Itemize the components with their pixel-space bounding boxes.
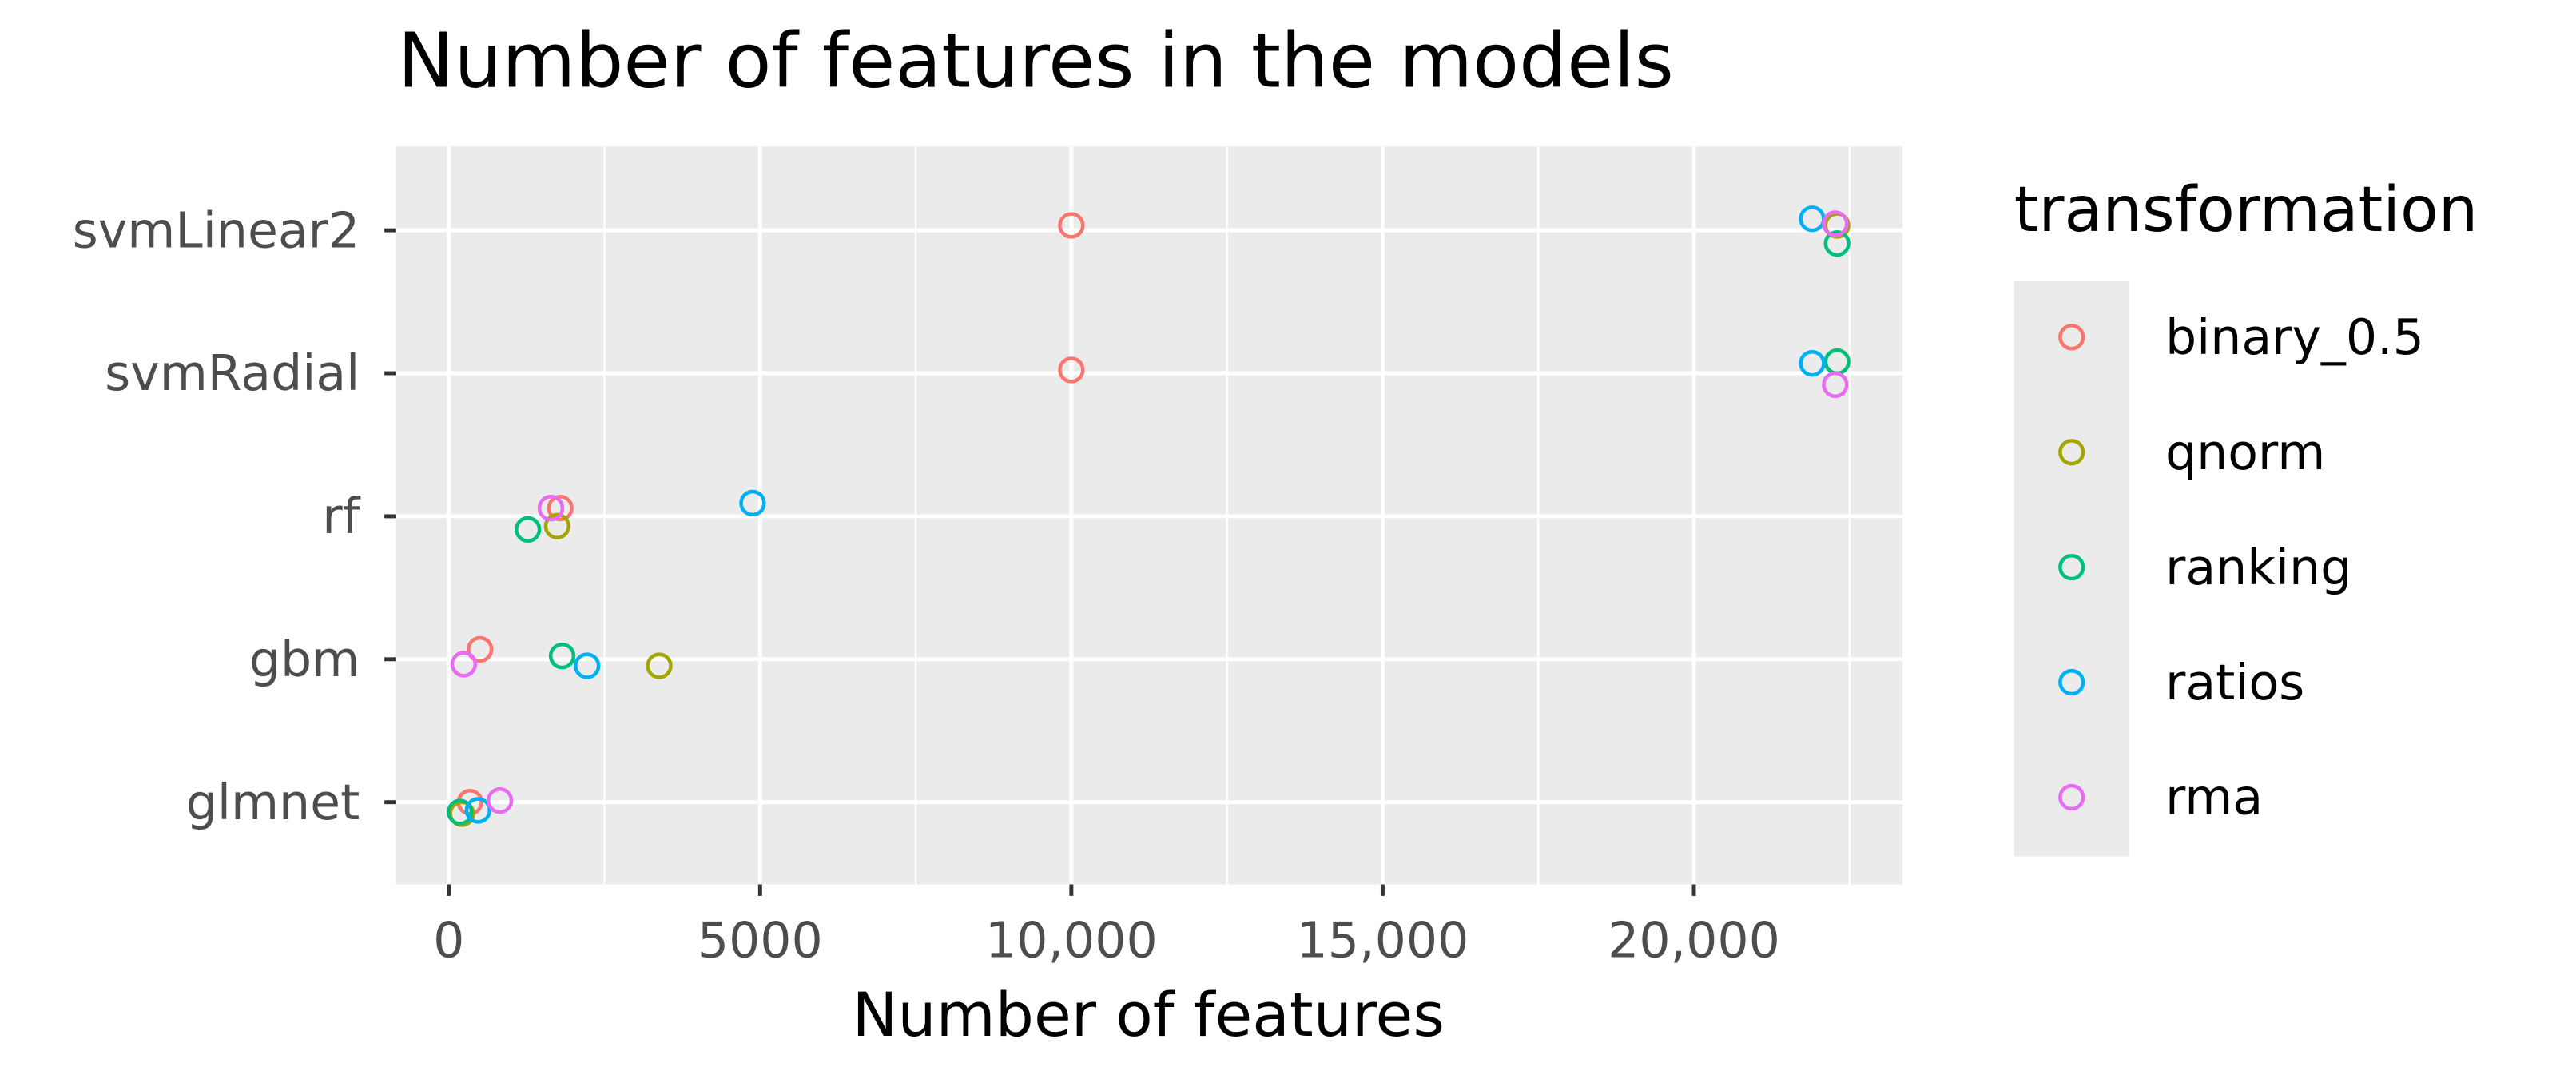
legend-key bbox=[2058, 439, 2085, 466]
y-tick-label: rf bbox=[322, 488, 360, 545]
x-tick-label: 15,000 bbox=[1297, 912, 1469, 969]
point bbox=[1058, 356, 1085, 384]
point bbox=[537, 494, 565, 522]
point bbox=[450, 651, 478, 678]
point bbox=[548, 643, 576, 670]
x-tick-label: 0 bbox=[433, 912, 464, 969]
legend-key bbox=[2058, 324, 2085, 351]
point bbox=[515, 516, 542, 543]
legend-key-bg bbox=[2013, 281, 2129, 857]
y-tick-label: svmLinear2 bbox=[73, 201, 360, 259]
legend-label: rma bbox=[2165, 769, 2263, 826]
legend-label: ratios bbox=[2165, 654, 2304, 711]
point bbox=[447, 798, 474, 826]
point bbox=[646, 652, 673, 679]
y-tick-label: svmRadial bbox=[105, 344, 360, 402]
point bbox=[467, 635, 494, 663]
legend-label: ranking bbox=[2165, 539, 2351, 596]
point bbox=[486, 786, 514, 814]
point bbox=[1823, 229, 1851, 257]
point bbox=[574, 652, 601, 679]
y-tick-label: glmnet bbox=[186, 774, 360, 831]
y-tick-label: gbm bbox=[249, 631, 360, 688]
point bbox=[1822, 210, 1849, 237]
point bbox=[543, 512, 570, 539]
legend-key bbox=[2058, 783, 2085, 811]
legend-label: binary_0.5 bbox=[2165, 309, 2424, 366]
x-axis-title: Number of features bbox=[852, 979, 1444, 1050]
point bbox=[464, 797, 492, 824]
legend-key bbox=[2058, 553, 2085, 581]
legend-title: transformation bbox=[2014, 173, 2479, 246]
point bbox=[547, 494, 574, 522]
x-tick-label: 20,000 bbox=[1608, 912, 1780, 969]
point bbox=[1058, 212, 1085, 239]
point bbox=[1822, 371, 1849, 399]
point bbox=[1799, 350, 1826, 377]
legend-label: qnorm bbox=[2165, 424, 2325, 481]
point bbox=[739, 489, 766, 517]
x-tick-label: 10,000 bbox=[985, 912, 1158, 969]
x-tick-label: 5000 bbox=[698, 912, 823, 969]
legend-key bbox=[2058, 668, 2085, 696]
chart-title: Number of features in the models bbox=[398, 17, 1674, 105]
